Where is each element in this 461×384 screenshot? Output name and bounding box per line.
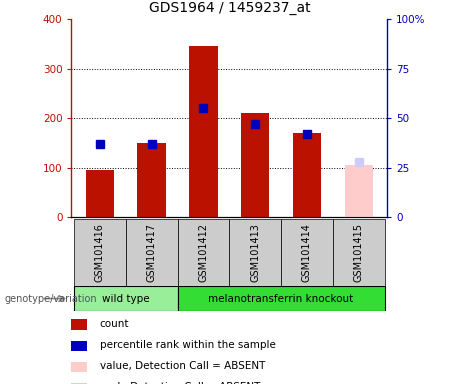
Text: melanotransferrin knockout: melanotransferrin knockout [208,293,354,304]
Text: rank, Detection Call = ABSENT: rank, Detection Call = ABSENT [100,382,260,384]
Bar [71,383,87,384]
Bar [74,286,177,311]
Bar [71,362,87,372]
Text: GSM101414: GSM101414 [302,223,312,282]
Text: GSM101417: GSM101417 [147,223,157,282]
Bar [177,219,230,286]
Bar [189,46,218,217]
Bar [71,319,87,329]
Text: count: count [100,319,129,329]
Text: GSM101413: GSM101413 [250,223,260,282]
Bar [74,219,126,286]
Text: GSM101415: GSM101415 [354,223,364,282]
Bar [333,219,384,286]
Bar [230,219,281,286]
Text: GSM101412: GSM101412 [199,223,208,282]
Text: wild type: wild type [102,293,150,304]
Text: value, Detection Call = ABSENT: value, Detection Call = ABSENT [100,361,265,371]
Bar [126,219,177,286]
Bar [86,170,114,217]
Bar [281,219,333,286]
Text: GSM101416: GSM101416 [95,223,105,282]
Text: genotype/variation: genotype/variation [5,293,97,304]
Bar [177,286,384,311]
Bar [293,133,321,217]
Title: GDS1964 / 1459237_at: GDS1964 / 1459237_at [148,2,310,15]
Bar [71,341,87,351]
Bar [344,165,373,217]
Text: percentile rank within the sample: percentile rank within the sample [100,340,276,350]
Bar [241,113,270,217]
Bar [137,143,166,217]
